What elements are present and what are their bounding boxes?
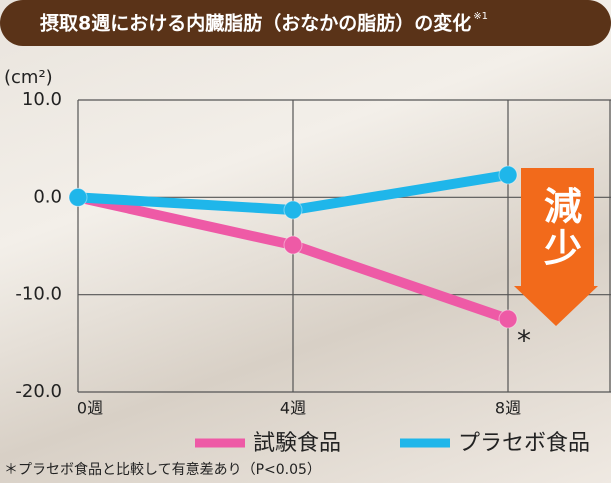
decrease-arrow: 減少 <box>514 168 598 326</box>
x-tick-label: 0週 <box>77 399 103 418</box>
y-axis-label: (cm²) <box>4 67 53 88</box>
legend-label: 試験食品 <box>253 431 341 456</box>
y-tick-label: -20.0 <box>15 381 62 402</box>
x-tick-label: 8週 <box>495 399 521 418</box>
y-tick-label: 10.0 <box>22 89 62 110</box>
y-tick-label: -10.0 <box>15 284 62 305</box>
data-point <box>499 310 517 328</box>
chart: 摂取8週における内臓脂肪（おなかの脂肪）の変化 ※1 (cm²) ＊プラセボ食品… <box>0 0 611 483</box>
legend-label: プラセボ食品 <box>458 431 590 456</box>
significance-mark: * <box>517 324 531 357</box>
title-note: ※1 <box>473 11 488 22</box>
y-tick-label: 0.0 <box>33 186 62 207</box>
data-point <box>284 236 302 254</box>
chart-title: 摂取8週における内臓脂肪（おなかの脂肪）の変化 <box>40 12 471 35</box>
x-tick-label: 4週 <box>280 399 306 418</box>
data-point <box>499 166 517 184</box>
arrow-label: 減少 <box>538 186 582 270</box>
data-point <box>69 188 87 206</box>
footnote: ＊プラセボ食品と比較して有意差あり（P<0.05） <box>4 461 321 478</box>
data-point <box>284 201 302 219</box>
